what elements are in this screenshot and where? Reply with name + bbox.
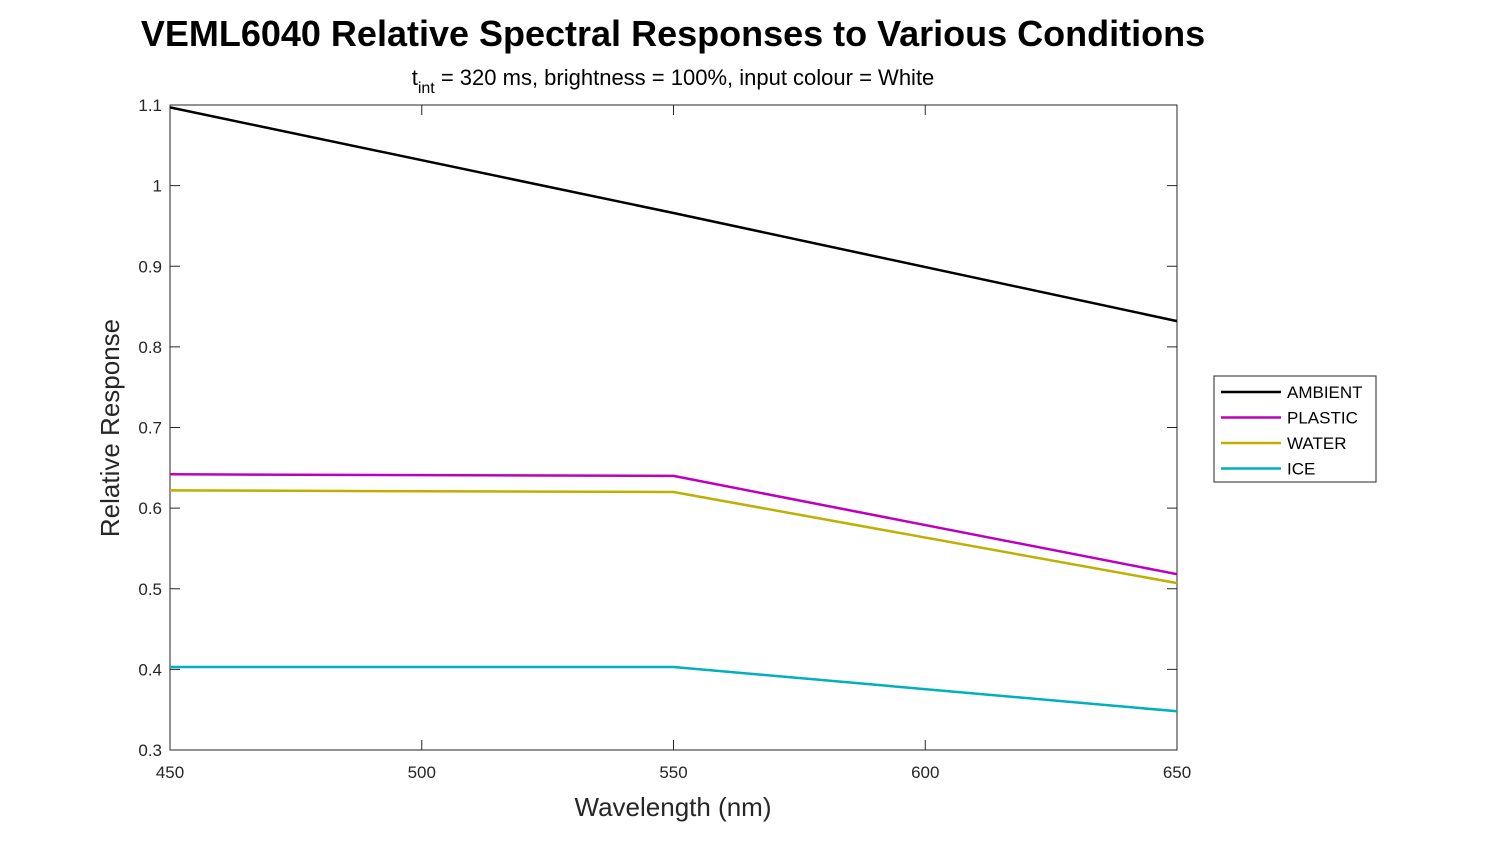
y-tick-label: 1 bbox=[153, 177, 162, 196]
x-tick-label: 650 bbox=[1163, 763, 1191, 782]
y-tick-label: 0.4 bbox=[138, 660, 162, 679]
legend-label-ambient: AMBIENT bbox=[1287, 383, 1363, 402]
chart-subtitle: tint = 320 ms, brightness = 100%, input … bbox=[412, 65, 935, 97]
chart-title: VEML6040 Relative Spectral Responses to … bbox=[141, 13, 1205, 54]
legend-label-plastic: PLASTIC bbox=[1287, 409, 1358, 428]
x-axis-label: Wavelength (nm) bbox=[575, 792, 772, 822]
series-line-plastic bbox=[169, 473, 1178, 576]
y-tick-label: 0.6 bbox=[138, 499, 162, 518]
y-tick-label: 0.7 bbox=[138, 419, 162, 438]
subtitle-prefix: t bbox=[412, 65, 418, 90]
x-tick-label: 450 bbox=[156, 763, 184, 782]
subtitle-subscript: int bbox=[418, 80, 435, 97]
legend-label-ice: ICE bbox=[1287, 460, 1315, 479]
y-tick-label: 0.5 bbox=[138, 580, 162, 599]
y-tick-label: 0.3 bbox=[138, 741, 162, 760]
x-tick-label: 500 bbox=[408, 763, 436, 782]
x-tick-label: 550 bbox=[659, 763, 687, 782]
legend-box bbox=[1213, 375, 1377, 483]
subtitle-text: = 320 ms, brightness = 100%, input colou… bbox=[435, 65, 935, 90]
tick-labels: 450 500 550 600 650 0.3 0.4 0.5 0.6 0.7 0.8 0.9 1 1.1 bbox=[138, 96, 1191, 782]
series-line-ice bbox=[170, 665, 1178, 713]
series-line-water bbox=[169, 489, 1178, 585]
y-tick-label: 0.8 bbox=[138, 338, 162, 357]
series-line-ambient bbox=[169, 106, 1178, 323]
x-tick-label: 600 bbox=[911, 763, 939, 782]
y-tick-label: 1.1 bbox=[138, 96, 162, 115]
y-tick-label: 0.9 bbox=[138, 257, 162, 276]
series-lines bbox=[169, 106, 1178, 713]
legend-label-water: WATER bbox=[1287, 434, 1347, 453]
legend: AMBIENT PLASTIC WATER ICE bbox=[1213, 375, 1377, 483]
plot-area bbox=[169, 104, 1178, 751]
y-axis-label: Relative Response bbox=[95, 319, 125, 537]
axis-ticks bbox=[169, 104, 1178, 751]
